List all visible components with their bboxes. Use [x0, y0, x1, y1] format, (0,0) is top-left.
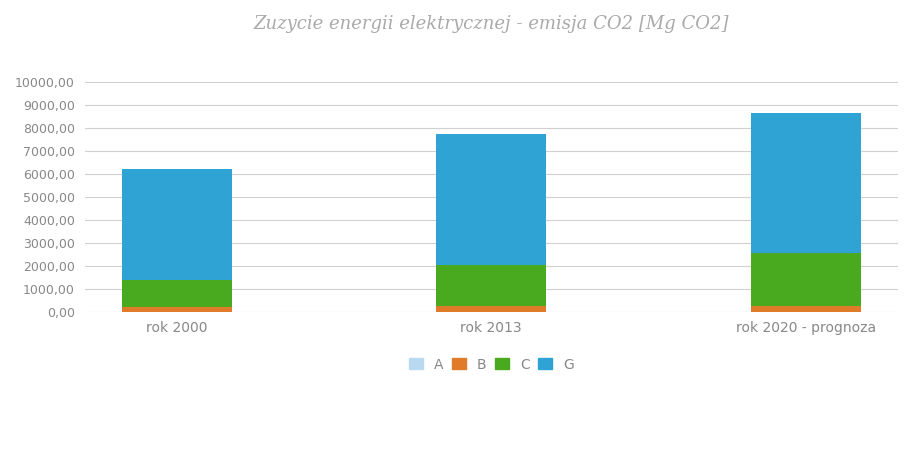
- Bar: [436, 134, 546, 265]
- Legend: A, B, C, G: A, B, C, G: [404, 352, 579, 377]
- Bar: [121, 280, 232, 307]
- Bar: [750, 306, 861, 312]
- Bar: [750, 113, 861, 253]
- Bar: [436, 306, 546, 312]
- Bar: [121, 169, 232, 280]
- Bar: [750, 253, 861, 306]
- Bar: [121, 307, 232, 312]
- Title: Zuzycie energii elektrycznej - emisja CO2 [Mg CO2]: Zuzycie energii elektrycznej - emisja CO…: [254, 15, 729, 33]
- Bar: [436, 265, 546, 306]
